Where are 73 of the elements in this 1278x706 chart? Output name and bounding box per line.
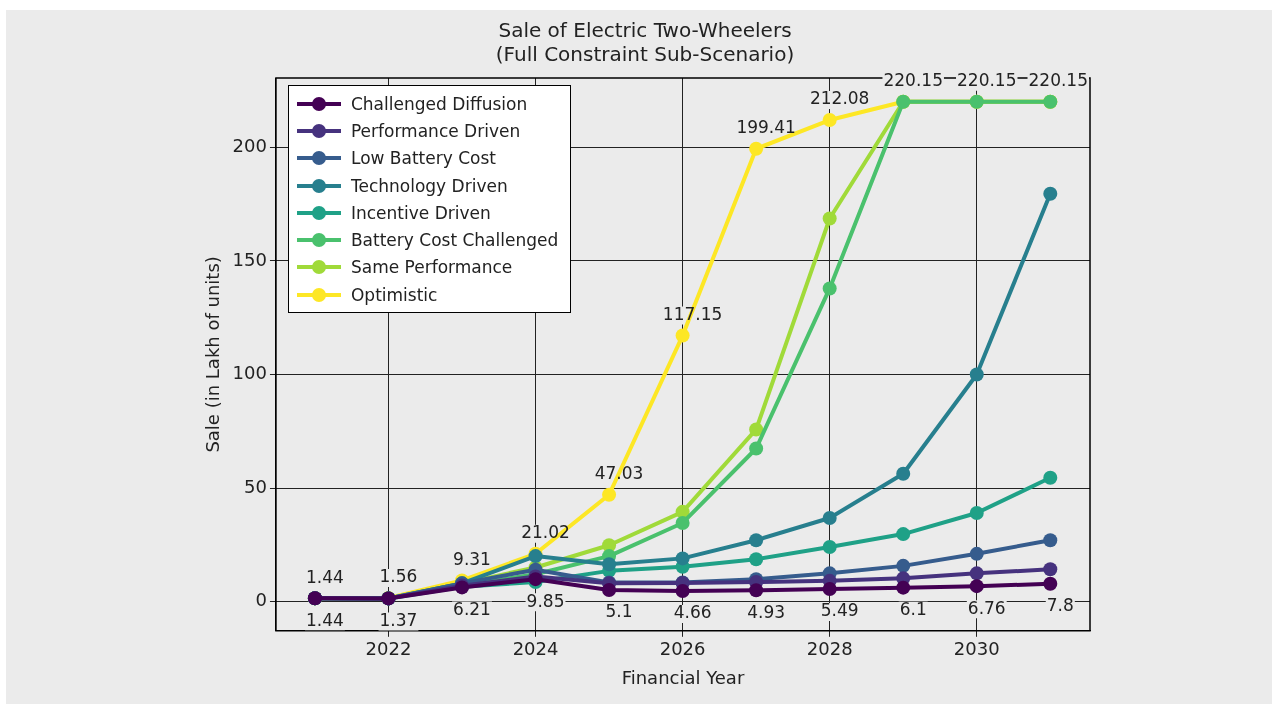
data-label: 220.15 xyxy=(1028,70,1088,91)
legend-label: Technology Driven xyxy=(350,175,508,196)
data-label: 220.15 xyxy=(957,70,1017,91)
legend-label: Same Performance xyxy=(350,257,513,278)
point xyxy=(822,582,837,597)
point xyxy=(749,141,764,156)
point xyxy=(749,533,764,548)
point xyxy=(822,510,837,525)
y-tick-label: 0 xyxy=(255,589,267,611)
y-tick-label: 50 xyxy=(244,475,267,497)
x-tick-label: 2026 xyxy=(659,638,706,660)
point xyxy=(1043,470,1058,485)
legend-label: Incentive Driven xyxy=(350,202,491,223)
point xyxy=(602,487,617,502)
x-tick-label: 2024 xyxy=(512,638,559,660)
point xyxy=(1043,186,1058,201)
y-axis-title: Sale (in Lakh of units) xyxy=(202,256,224,453)
point xyxy=(896,580,911,595)
point xyxy=(969,546,984,561)
x-tick-label: 2022 xyxy=(365,638,412,660)
chart-title: Sale of Electric Two-Wheelers (Full Constraint Sub-Scenario) xyxy=(495,18,795,67)
point xyxy=(675,515,690,530)
point xyxy=(602,557,617,572)
point xyxy=(822,281,837,296)
point xyxy=(602,582,617,597)
data-label: 5.49 xyxy=(820,600,859,621)
point xyxy=(896,527,911,542)
data-label: 4.66 xyxy=(673,602,712,623)
data-label: 212.08 xyxy=(809,88,870,109)
point xyxy=(822,113,837,128)
data-label: 1.44 xyxy=(306,566,344,587)
x-tick-label: 2030 xyxy=(953,638,1000,660)
data-label: 199.41 xyxy=(736,117,796,138)
x-tick-label: 2028 xyxy=(806,638,853,660)
x-axis-title: Financial Year xyxy=(621,666,745,688)
y-tick-label: 200 xyxy=(232,135,267,157)
point xyxy=(749,583,764,598)
point xyxy=(749,422,764,437)
point xyxy=(675,583,690,598)
point xyxy=(896,558,911,573)
legend-label: Low Battery Cost xyxy=(350,148,496,169)
point xyxy=(969,367,984,382)
point xyxy=(749,441,764,456)
point xyxy=(822,540,837,555)
data-label: 220.15 xyxy=(883,70,943,91)
data-label: 1.56 xyxy=(379,566,418,587)
point xyxy=(675,328,690,343)
point xyxy=(896,466,911,481)
y-tick-label: 100 xyxy=(232,362,267,384)
legend-label: Challenged Diffusion xyxy=(350,93,528,114)
point xyxy=(749,552,764,567)
point xyxy=(822,211,837,226)
data-label: 7.8 xyxy=(1046,595,1074,616)
data-label: 6.1 xyxy=(899,599,927,620)
point xyxy=(969,579,984,594)
data-label: 9.31 xyxy=(453,548,491,569)
data-label: 4.93 xyxy=(747,601,786,622)
data-label: 9.85 xyxy=(526,590,565,611)
data-label: 1.44 xyxy=(306,609,344,630)
point xyxy=(969,566,984,581)
point xyxy=(675,551,690,566)
legend-label: Optimistic xyxy=(350,284,438,305)
legend-label: Battery Cost Challenged xyxy=(350,230,559,251)
data-label: 1.37 xyxy=(379,609,418,630)
point xyxy=(1043,576,1058,591)
point xyxy=(1043,562,1058,577)
data-label: 6.21 xyxy=(453,598,491,619)
legend-label: Performance Driven xyxy=(350,120,521,141)
data-label: 6.76 xyxy=(967,597,1006,618)
data-label: 5.1 xyxy=(605,601,633,622)
point xyxy=(1043,533,1058,548)
point xyxy=(969,505,984,520)
y-tick-label: 150 xyxy=(232,248,267,270)
